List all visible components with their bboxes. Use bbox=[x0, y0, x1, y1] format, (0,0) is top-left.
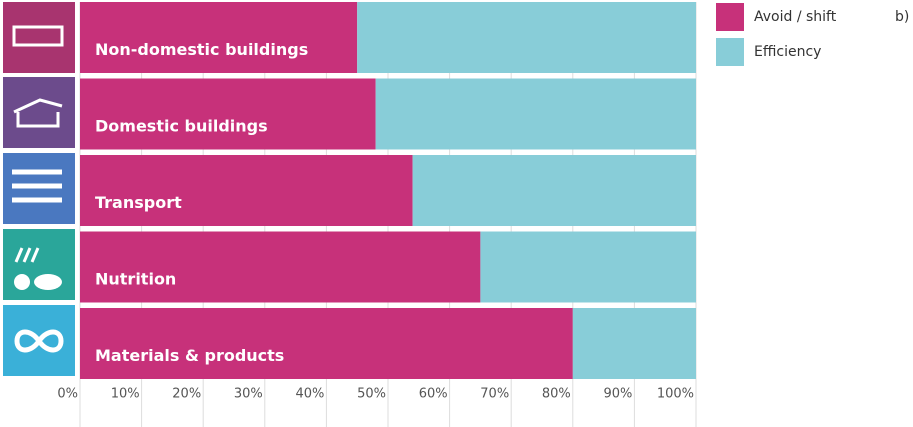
bar-segment bbox=[80, 155, 413, 226]
x-tick-label: 100% bbox=[657, 387, 694, 402]
icon bbox=[12, 25, 64, 47]
bar-segment bbox=[572, 308, 696, 379]
bar-segment bbox=[80, 308, 573, 379]
bar-segment bbox=[412, 155, 696, 226]
legend-swatch bbox=[716, 38, 744, 66]
x-tick-label: 90% bbox=[603, 387, 632, 402]
bar-segment bbox=[80, 231, 481, 303]
x-tick-label: 40% bbox=[295, 387, 324, 402]
legend-swatch bbox=[716, 3, 744, 31]
category-label: Materials & products bbox=[95, 346, 284, 365]
x-tick-label: 80% bbox=[542, 387, 571, 402]
legend-label: Efficiency bbox=[754, 44, 821, 60]
icon bbox=[14, 329, 64, 353]
icon bbox=[13, 98, 63, 128]
icon bbox=[14, 274, 30, 290]
icon bbox=[12, 169, 62, 203]
x-tick-label: 70% bbox=[480, 387, 509, 402]
bar-segment bbox=[80, 78, 376, 150]
icon-bg bbox=[3, 229, 75, 300]
category-label: Transport bbox=[95, 193, 182, 212]
icon-bg bbox=[3, 77, 75, 148]
bar-segment bbox=[80, 2, 358, 73]
bar-segment bbox=[375, 78, 696, 150]
x-tick-label: 30% bbox=[234, 387, 263, 402]
annotation: b) bbox=[895, 9, 909, 25]
icon bbox=[34, 274, 62, 290]
icons bbox=[3, 2, 75, 376]
x-tick-label: 20% bbox=[172, 387, 201, 402]
x-tick-label: 0% bbox=[57, 387, 78, 402]
bar-segment bbox=[480, 231, 696, 303]
category-label: Nutrition bbox=[95, 269, 176, 288]
x-tick-label: 10% bbox=[111, 387, 140, 402]
x-tick-label: 50% bbox=[357, 387, 386, 402]
x-tick-label: 60% bbox=[419, 387, 448, 402]
icon bbox=[14, 247, 40, 263]
legend-label: Avoid / shift bbox=[754, 9, 837, 25]
category-label: Non-domestic buildings bbox=[95, 40, 308, 59]
bar-segment bbox=[357, 2, 696, 73]
category-label: Domestic buildings bbox=[95, 116, 268, 135]
